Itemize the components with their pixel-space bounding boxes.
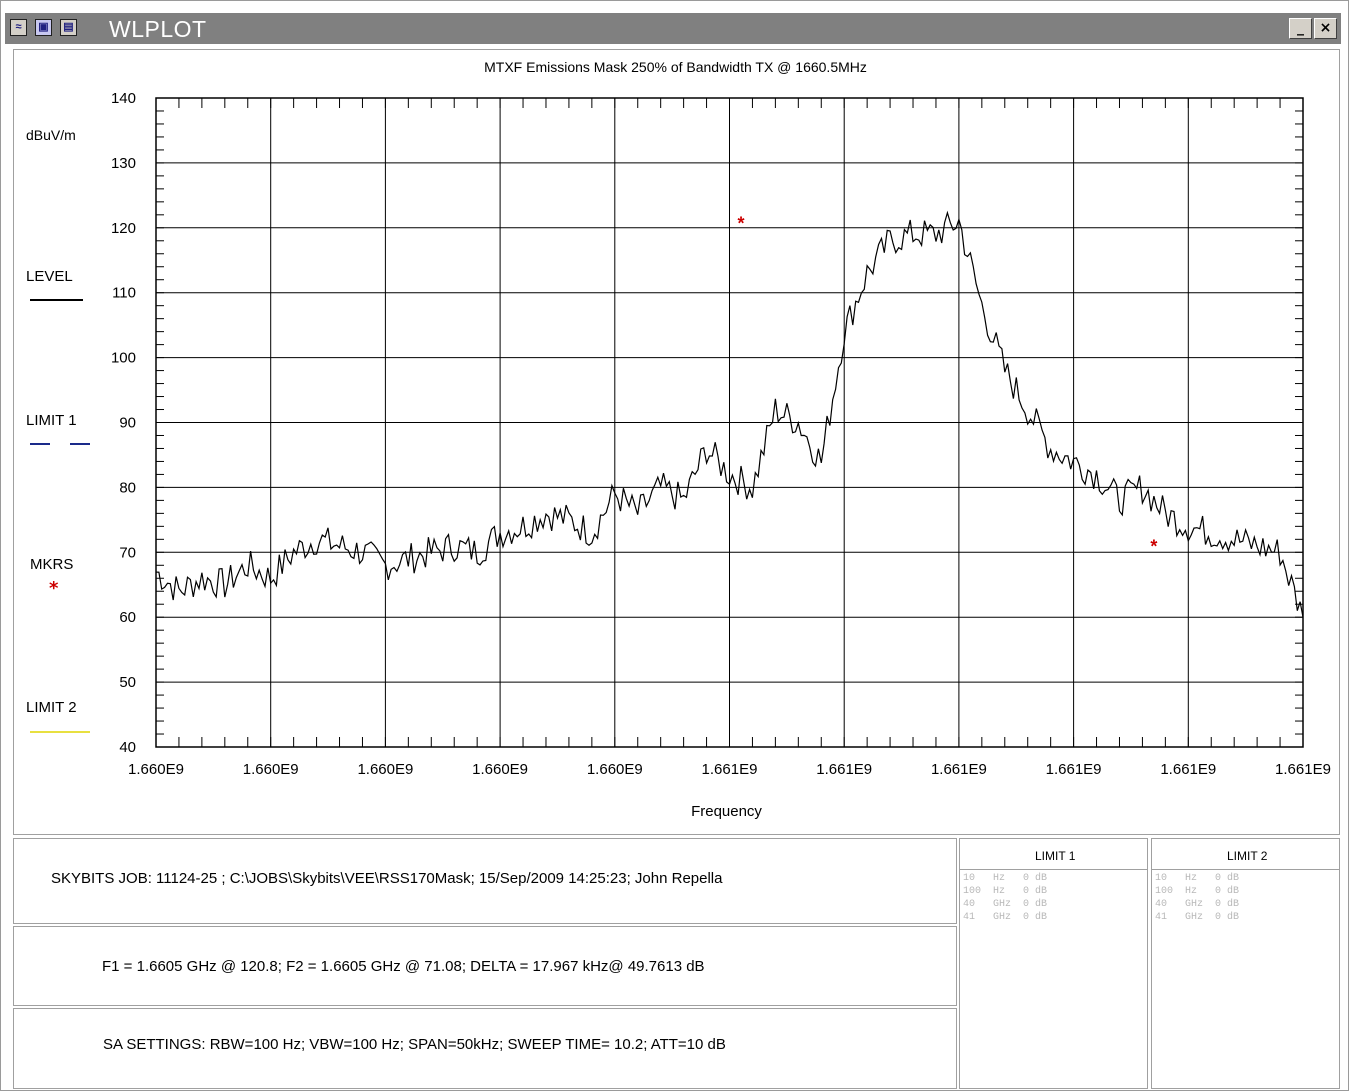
- x-tick-label: 1.661E9: [816, 761, 872, 778]
- x-tick-label: 1.660E9: [587, 761, 643, 778]
- x-tick-label: 1.661E9: [1275, 761, 1331, 778]
- x-tick-label: 1.661E9: [931, 761, 987, 778]
- x-tick-label: 1.660E9: [243, 761, 299, 778]
- sa-settings-panel: [13, 1008, 957, 1089]
- limit2-title: LIMIT 2: [1227, 849, 1268, 863]
- x-tick-label: 1.660E9: [472, 761, 528, 778]
- window-title: WLPLOT: [109, 16, 207, 42]
- limit2-row: 100 Hz 0 dB: [1155, 886, 1240, 897]
- emissions-chart: 40 50 60 70 80 90 100 110 120 130 140 1.660E9 1.660E…: [111, 90, 1331, 820]
- y-tick-label: 60: [119, 609, 136, 626]
- limit2-row: 41 GHz 0 dB: [1155, 912, 1240, 923]
- limit1-row: 100 Hz 0 dB: [963, 886, 1048, 897]
- legend-limit1-label: LIMIT 1: [26, 412, 77, 429]
- job-info-text: SKYBITS JOB: 11124-25 ; C:\JOBS\Skybits\…: [51, 870, 723, 887]
- y-tick-label: 70: [119, 544, 136, 561]
- x-tick-label: 1.660E9: [128, 761, 184, 778]
- legend-marker-icon: *: [49, 578, 59, 599]
- x-tick-label: 1.660E9: [357, 761, 413, 778]
- x-tick-label: 1.661E9: [1046, 761, 1102, 778]
- window-menu-icon[interactable]: ▤: [60, 19, 77, 36]
- legend-level-label: LEVEL: [26, 268, 73, 285]
- y-tick-label: 140: [111, 90, 136, 107]
- y-axis-unit-label: dBuV/m: [26, 127, 76, 143]
- limit2-row: 10 Hz 0 dB: [1155, 873, 1240, 884]
- y-tick-label: 80: [119, 479, 136, 496]
- marker-point: *: [1150, 536, 1157, 556]
- y-tick-label: 100: [111, 350, 136, 367]
- limit1-header: [959, 838, 1148, 870]
- limit1-row: 40 GHz 0 dB: [963, 899, 1048, 910]
- marker-info-panel: [13, 926, 957, 1006]
- x-tick-label: 1.661E9: [702, 761, 758, 778]
- y-tick-label: 110: [112, 285, 136, 302]
- x-tick-label: 1.661E9: [1160, 761, 1216, 778]
- legend-level-line: [30, 299, 83, 301]
- y-tick-label: 50: [119, 674, 136, 691]
- limit2-header: [1151, 838, 1340, 870]
- y-tick-label: 40: [119, 739, 136, 756]
- y-tick-label: 130: [111, 155, 136, 172]
- limit2-row: 40 GHz 0 dB: [1155, 899, 1240, 910]
- limit1-row: 10 Hz 0 dB: [963, 873, 1048, 884]
- app-icon[interactable]: ≈: [10, 19, 27, 36]
- sa-settings-text: SA SETTINGS: RBW=100 Hz; VBW=100 Hz; SPA…: [103, 1036, 726, 1053]
- view-toggle-icon[interactable]: ▣: [35, 19, 52, 36]
- x-axis-label: Frequency: [691, 803, 762, 820]
- legend-limit2-line: [30, 731, 90, 733]
- y-tick-label: 120: [111, 220, 136, 237]
- limit1-row: 41 GHz 0 dB: [963, 912, 1048, 923]
- legend-limit1-line: [30, 443, 90, 445]
- y-tick-label: 90: [119, 415, 136, 432]
- chart-title: MTXF Emissions Mask 250% of Bandwidth TX…: [484, 59, 867, 75]
- plot-frame: [13, 49, 1340, 835]
- legend-mkrs-label: MKRS: [30, 556, 74, 573]
- limit1-title: LIMIT 1: [1035, 849, 1076, 863]
- title-bar[interactable]: ≈ ▣ ▤ WLPLOT _ ×: [5, 13, 1341, 44]
- legend-limit2-label: LIMIT 2: [26, 699, 77, 716]
- minimize-button[interactable]: _: [1289, 18, 1312, 39]
- level-series-line: [155, 210, 1304, 618]
- close-button[interactable]: ×: [1314, 18, 1337, 39]
- job-info-panel: [13, 838, 957, 924]
- marker-point: *: [737, 214, 744, 234]
- marker-info-text: F1 = 1.6605 GHz @ 120.8; F2 = 1.6605 GHz…: [102, 958, 705, 975]
